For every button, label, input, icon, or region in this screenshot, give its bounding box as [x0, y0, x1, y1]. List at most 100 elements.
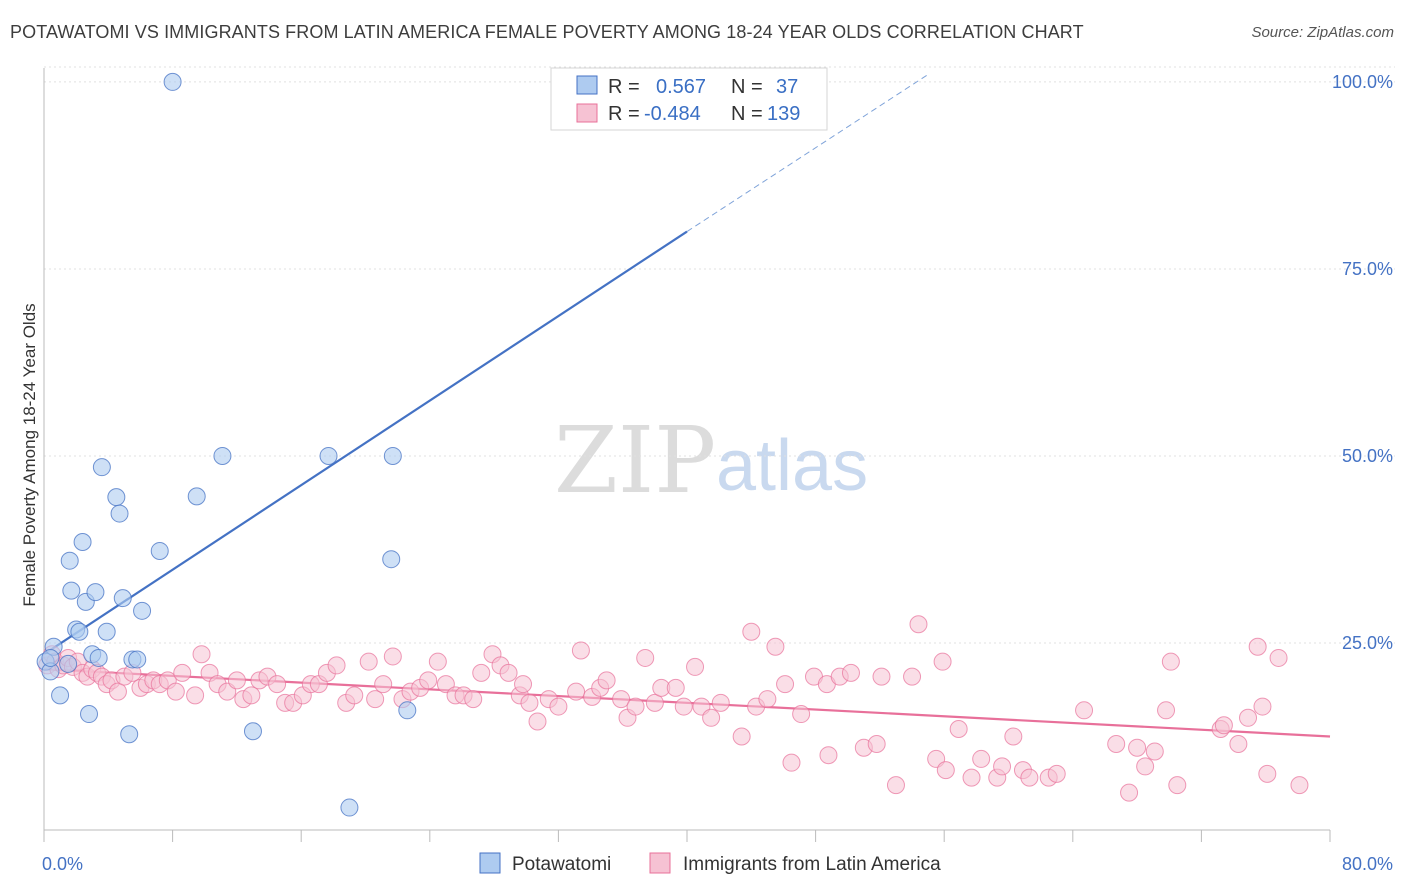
data-point-latin-america: [886, 776, 905, 795]
series-swatch-potawatomi: [479, 852, 501, 874]
data-point-latin-america: [1107, 734, 1126, 753]
data-point-latin-america: [903, 667, 922, 686]
data-point-latin-america: [1136, 757, 1155, 776]
data-point-potawatomi: [80, 705, 99, 724]
data-point-latin-america: [702, 708, 721, 727]
data-point-latin-america: [666, 678, 685, 697]
data-point-latin-america: [686, 657, 705, 676]
data-point-potawatomi: [383, 446, 402, 465]
data-point-latin-america: [612, 690, 631, 709]
source-credit: Source: ZipAtlas.com: [1251, 24, 1394, 41]
data-point-potawatomi: [107, 488, 126, 507]
data-point-latin-america: [1120, 783, 1139, 802]
data-point-latin-america: [1229, 734, 1248, 753]
data-point-latin-america: [949, 720, 968, 739]
data-point-latin-america: [792, 705, 811, 724]
data-point-latin-america: [776, 675, 795, 694]
legend-n-value-2: 139: [767, 103, 800, 125]
latin-america-points: [38, 615, 1309, 802]
legend-r-label-1: R =: [608, 76, 640, 98]
data-point-potawatomi: [382, 550, 401, 569]
data-point-potawatomi: [89, 648, 108, 667]
watermark: ZIP atlas: [554, 407, 868, 514]
data-point-latin-america: [528, 712, 547, 731]
watermark-zip: ZIP: [554, 407, 716, 514]
data-point-latin-america: [766, 637, 785, 656]
data-point-latin-america: [366, 690, 385, 709]
data-point-potawatomi: [51, 686, 70, 705]
data-point-latin-america: [626, 697, 645, 716]
data-point-potawatomi: [243, 722, 262, 741]
trend-line-potawatomi-extension: [686, 74, 929, 232]
data-point-latin-america: [1075, 701, 1094, 720]
data-point-potawatomi: [97, 622, 116, 641]
data-point-latin-america: [549, 697, 568, 716]
data-point-latin-america: [383, 647, 402, 666]
data-point-latin-america: [1128, 738, 1147, 757]
data-point-latin-america: [520, 693, 539, 712]
y-tick-label: 50.0%: [1342, 446, 1393, 466]
data-point-latin-america: [374, 675, 393, 694]
data-point-potawatomi: [86, 583, 105, 602]
data-point-latin-america: [742, 622, 761, 641]
data-point-latin-america: [962, 768, 981, 787]
data-point-latin-america: [1214, 716, 1233, 735]
x-tick-label-max: 80.0%: [1342, 854, 1393, 874]
data-point-latin-america: [571, 641, 590, 660]
y-tick-labels: 25.0% 50.0% 75.0% 100.0%: [1332, 72, 1393, 653]
data-point-latin-america: [499, 663, 518, 682]
data-point-latin-america: [1168, 776, 1187, 795]
series-label-latin-america: Immigrants from Latin America: [683, 854, 941, 875]
data-point-latin-america: [345, 686, 364, 705]
data-point-latin-america: [782, 753, 801, 772]
gridlines: [44, 66, 1395, 644]
data-point-latin-america: [419, 671, 438, 690]
data-point-potawatomi: [128, 650, 147, 669]
data-point-latin-america: [327, 656, 346, 675]
data-point-latin-america: [192, 645, 211, 664]
watermark-atlas: atlas: [716, 426, 868, 506]
data-point-latin-america: [166, 682, 185, 701]
legend-r-value-1: 0.567: [656, 76, 706, 98]
legend-n-label-2: N =: [731, 103, 763, 125]
data-point-potawatomi: [113, 589, 132, 608]
data-point-latin-america: [1004, 727, 1023, 746]
data-point-latin-america: [841, 663, 860, 682]
data-point-potawatomi: [213, 446, 232, 465]
legend-r-label-2: R =: [608, 103, 640, 125]
data-point-latin-america: [472, 663, 491, 682]
series-label-potawatomi: Potawatomi: [512, 854, 611, 875]
trend-line-potawatomi: [43, 230, 688, 656]
data-point-latin-america: [993, 757, 1012, 776]
data-point-latin-america: [1161, 652, 1180, 671]
data-point-latin-america: [428, 652, 447, 671]
series-legend: Potawatomi Immigrants from Latin America: [479, 852, 941, 875]
legend-n-label-1: N =: [731, 76, 763, 98]
data-point-latin-america: [933, 652, 952, 671]
data-point-latin-america: [758, 690, 777, 709]
x-tick-labels: 0.0% 80.0%: [42, 854, 1393, 874]
data-point-potawatomi: [59, 654, 78, 673]
data-point-latin-america: [597, 671, 616, 690]
legend-swatch-pink: [576, 103, 598, 123]
data-point-latin-america: [819, 746, 838, 765]
data-point-latin-america: [1269, 648, 1288, 667]
data-point-latin-america: [1157, 701, 1176, 720]
legend-n-value-1: 37: [776, 76, 798, 98]
data-point-potawatomi: [62, 581, 81, 600]
data-point-latin-america: [867, 734, 886, 753]
data-point-potawatomi: [60, 551, 79, 570]
data-point-potawatomi: [120, 725, 139, 744]
data-point-latin-america: [636, 648, 655, 667]
trend-lines: [43, 74, 1331, 738]
data-point-potawatomi: [163, 72, 182, 91]
data-point-latin-america: [674, 697, 693, 716]
data-point-potawatomi: [92, 458, 111, 477]
data-point-latin-america: [108, 682, 127, 701]
data-point-latin-america: [1253, 697, 1272, 716]
data-point-potawatomi: [70, 622, 89, 641]
y-tick-label: 25.0%: [1342, 633, 1393, 653]
data-point-potawatomi: [150, 541, 169, 560]
data-point-latin-america: [1239, 708, 1258, 727]
